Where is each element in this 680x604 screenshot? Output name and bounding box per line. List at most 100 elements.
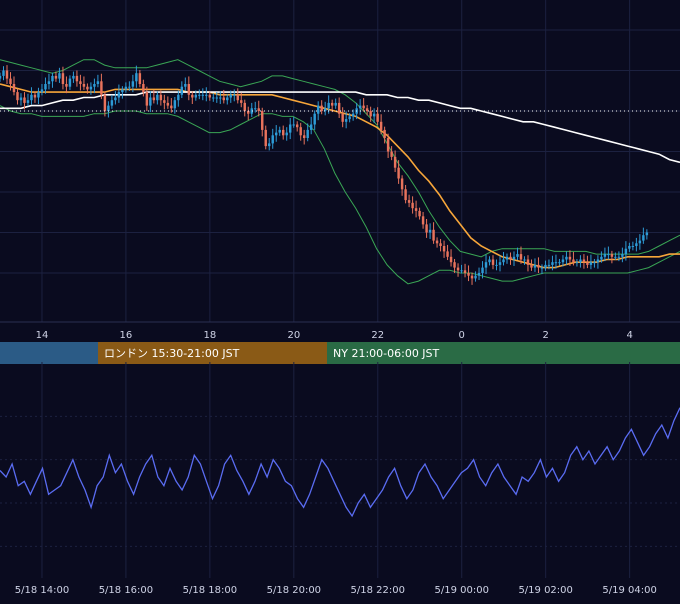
- candle-body: [645, 232, 649, 236]
- candle-body: [628, 246, 631, 249]
- candle-body: [421, 216, 425, 225]
- candle-body: [435, 240, 439, 244]
- candle-body: [254, 108, 257, 110]
- candle-body: [449, 256, 453, 263]
- candle-body: [365, 108, 369, 111]
- candle-body: [215, 97, 219, 99]
- candle-body: [114, 97, 117, 101]
- candle-body: [86, 86, 89, 90]
- candle-body: [561, 259, 565, 263]
- candle-body: [257, 108, 260, 111]
- candle-body: [379, 121, 383, 130]
- candle-body: [575, 262, 579, 264]
- candle-body: [362, 105, 365, 109]
- candle-body: [411, 202, 414, 209]
- candle-body: [313, 113, 316, 125]
- candle-body: [177, 94, 180, 101]
- candle-body: [152, 97, 156, 101]
- candle-body: [16, 92, 19, 101]
- candle-body: [372, 113, 376, 117]
- osc-x-tick-label: 5/19 02:00: [518, 585, 572, 596]
- candle-body: [456, 267, 460, 271]
- candle-body: [351, 113, 355, 117]
- osc-x-tick-label: 5/18 18:00: [183, 585, 237, 596]
- oscillator-x-axis: 5/18 14:00 5/18 16:00 5/18 18:00 5/18 20:00…: [15, 585, 657, 596]
- candle-body: [107, 105, 110, 111]
- candle-body: [593, 262, 596, 264]
- candle-body: [37, 92, 40, 98]
- candle-body: [491, 259, 495, 265]
- candle-body: [610, 254, 614, 257]
- candle-body: [201, 94, 205, 96]
- oscillator-line: [0, 407, 680, 518]
- candle-body: [40, 89, 44, 93]
- osc-x-tick-label: 5/18 22:00: [351, 585, 405, 596]
- price-x-tick-label: 20: [287, 330, 300, 341]
- candle-body: [386, 138, 390, 152]
- candle-body: [446, 251, 449, 257]
- candle-body: [306, 129, 309, 138]
- candle-body: [145, 92, 149, 106]
- candle-body: [159, 94, 163, 101]
- candle-body: [173, 100, 177, 109]
- candle-body: [642, 235, 645, 241]
- osc-x-tick-label: 5/19 04:00: [602, 585, 656, 596]
- candle-body: [635, 243, 638, 246]
- candle-body: [390, 151, 393, 157]
- candle-body: [299, 127, 302, 136]
- candle-body: [138, 73, 142, 84]
- candle-body: [65, 84, 68, 87]
- candle-body: [281, 129, 285, 136]
- price-x-tick-label: 2: [542, 330, 548, 341]
- candle-body: [603, 254, 607, 257]
- candle-body: [33, 94, 37, 98]
- candle-body: [250, 108, 253, 114]
- candle-body: [568, 256, 572, 260]
- candle-body: [327, 102, 330, 109]
- candle-body: [261, 111, 264, 130]
- candle-body: [505, 256, 509, 260]
- price-x-tick-label: 14: [36, 330, 49, 341]
- candle-body: [596, 259, 600, 263]
- candle-body: [414, 208, 418, 211]
- osc-x-tick-label: 5/18 14:00: [15, 585, 69, 596]
- candle-body: [586, 262, 589, 265]
- candle-body: [495, 264, 498, 266]
- price-x-axis: 14 16 18 20 22 0 2 4: [36, 330, 633, 341]
- candle-body: [128, 86, 131, 88]
- candle-body: [638, 240, 642, 244]
- candle-body: [19, 97, 23, 101]
- candle-body: [82, 84, 86, 87]
- candle-body: [428, 229, 432, 233]
- candle-body: [369, 111, 372, 117]
- candle-body: [219, 97, 222, 99]
- candle-body: [156, 94, 159, 101]
- candle-body: [44, 84, 47, 90]
- candle-body: [558, 262, 561, 264]
- candle-body: [404, 189, 407, 201]
- candle-body: [180, 86, 184, 95]
- candle-body: [376, 113, 379, 122]
- candle-body: [75, 75, 79, 82]
- candle-body: [341, 113, 344, 122]
- candle-body: [526, 259, 530, 265]
- candle-body: [460, 270, 463, 272]
- candle-body: [474, 275, 477, 279]
- candle-body: [334, 102, 337, 106]
- candle-body: [285, 132, 288, 136]
- candle-body: [418, 210, 421, 217]
- candle-body: [47, 81, 51, 84]
- candle-body: [400, 178, 404, 190]
- candle-body: [30, 94, 33, 101]
- candle-body: [0, 75, 2, 79]
- candle-body: [51, 75, 54, 82]
- price-x-tick-label: 4: [626, 330, 632, 341]
- candle-body: [316, 105, 320, 114]
- candle-body: [582, 259, 586, 263]
- candle-body: [467, 273, 470, 276]
- candle-body: [544, 264, 547, 268]
- candle-body: [432, 229, 435, 241]
- candle-body: [58, 73, 61, 79]
- osc-x-tick-label: 5/18 20:00: [267, 585, 321, 596]
